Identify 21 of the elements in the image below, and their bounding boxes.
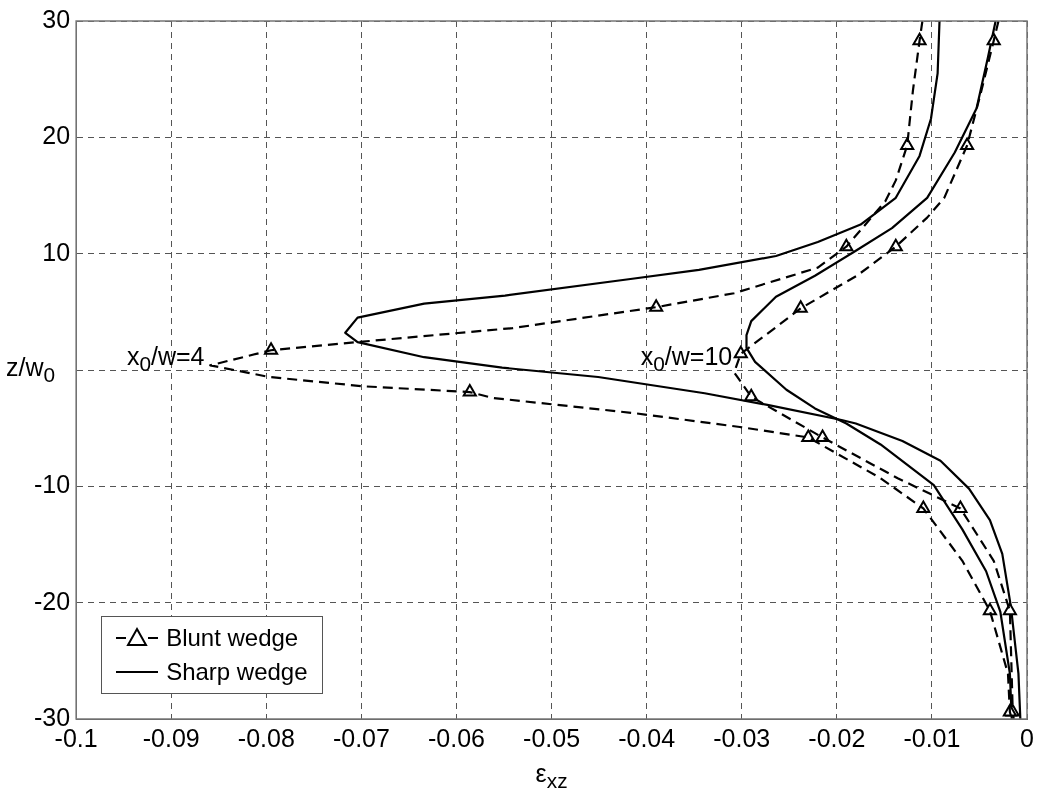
x-tick-label: -0.02 <box>808 723 866 752</box>
x-tick-label: -0.08 <box>237 723 295 752</box>
x-tick-label: -0.07 <box>332 723 390 752</box>
x-axis-title: ε$_{xz}$ <box>535 759 568 793</box>
annotation: x$_{0}$/w=4 <box>126 341 205 376</box>
y-tick-label: 30 <box>42 4 71 33</box>
y-tick-label: -10 <box>33 470 71 499</box>
x-tick-label: -0.05 <box>523 723 581 752</box>
annotation: x$_{0}$/w=10 <box>640 341 733 376</box>
y-axis-title: z/w$_{0}$ <box>6 353 56 387</box>
x-tick-label: -0.01 <box>903 723 961 752</box>
x-tick-label: -0.04 <box>618 723 676 752</box>
y-tick-label: -20 <box>33 586 71 615</box>
x-tick-label: -0.06 <box>427 723 485 752</box>
legend-label: Blunt wedge <box>166 624 299 652</box>
x-tick-label: 0 <box>1020 723 1034 752</box>
y-tick-label: 10 <box>42 237 71 266</box>
y-tick-label: 20 <box>42 121 71 150</box>
x-tick-label: -0.03 <box>713 723 771 752</box>
x-tick-label: -0.09 <box>142 723 200 752</box>
legend-label: Sharp wedge <box>166 658 308 686</box>
